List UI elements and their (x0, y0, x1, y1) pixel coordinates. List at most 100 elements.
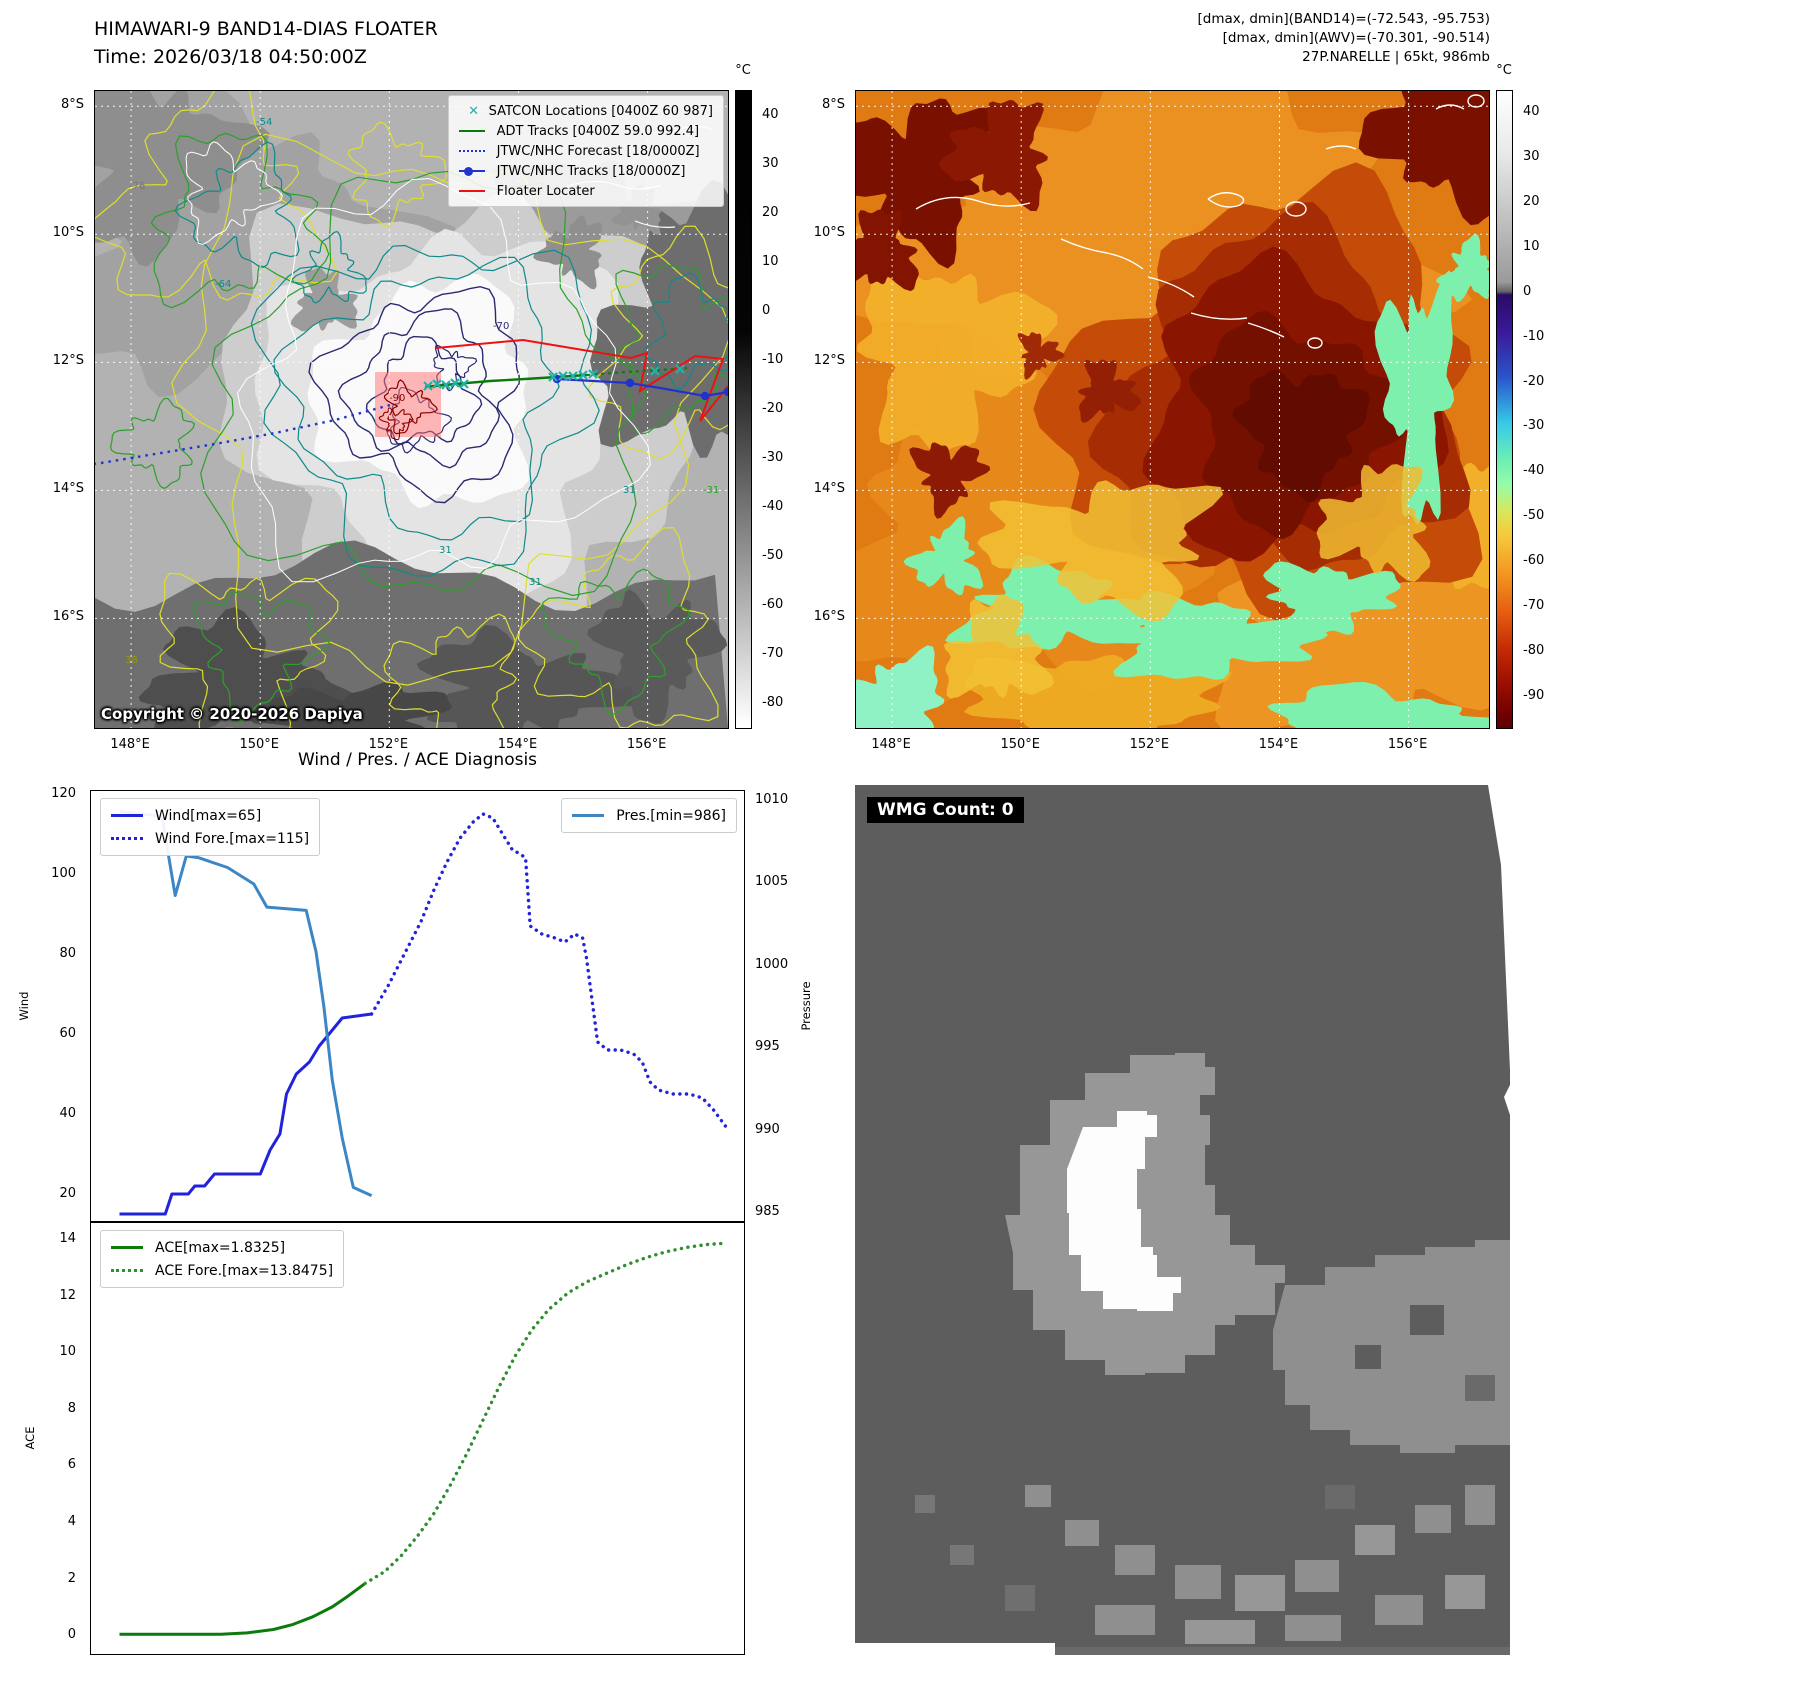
colorbar-tick-label: -90 (1523, 687, 1545, 703)
colorbar-tick-label: 20 (762, 204, 779, 220)
colorbar-tick-label: 10 (762, 253, 779, 269)
lon-tick-label: 152°E (1129, 737, 1170, 752)
y-tick-label: 100 (51, 866, 76, 881)
y-tick-label: 1000 (755, 956, 789, 972)
lon-tick-label: 150°E (239, 737, 279, 752)
y-tick-label: 990 (755, 1121, 780, 1137)
colorbar-tick-label: 10 (1523, 239, 1540, 254)
legend-swatch-line-icon (572, 814, 608, 817)
wind-pressure-chart: Wind[max=65] Wind Fore.[max=115] Pres.[mi… (90, 790, 745, 1222)
awv-colorbar-ticks: 40 30 20 10 0 -10 -20 -30 -40 -50 -60 -70 -80 -90 (1518, 90, 1560, 727)
legend-item: ACE Fore.[max=13.8475] (111, 1259, 333, 1282)
lat-tick-label: 12°S (52, 353, 84, 369)
band14-time: Time: 2026/03/18 04:50:00Z (94, 46, 367, 68)
colorbar-tick-label: 30 (1523, 149, 1540, 165)
svg-text:-54: -54 (256, 117, 272, 128)
wind-axis-label: Wind (17, 991, 31, 1021)
svg-text:31: 31 (623, 485, 636, 496)
svg-text:31: 31 (529, 577, 542, 588)
colorbar-tick-label: 0 (762, 302, 771, 318)
svg-text:-76: -76 (129, 181, 145, 192)
colorbar-tick-label: -30 (1523, 418, 1545, 434)
band14-lon-axis: 148°E 150°E 152°E 154°E 156°E (94, 733, 727, 755)
ace-axis-label: ACE (23, 1426, 37, 1450)
y-tick-label: 985 (755, 1204, 780, 1220)
svg-text:-64: -64 (215, 279, 231, 290)
colorbar-tick-label: 30 (762, 155, 779, 171)
lon-tick-label: 152°E (368, 737, 409, 752)
legend-label: Wind[max=65] (155, 807, 262, 824)
svg-text:-90: -90 (389, 393, 405, 404)
legend-swatch-line-icon (111, 1246, 147, 1249)
colorbar-tick-label: -40 (762, 498, 784, 514)
awv-header-line-2: [dmax, dmin](AWV)=(-70.301, -90.514) (1222, 30, 1490, 46)
y-tick-label: 14 (59, 1230, 76, 1246)
svg-text:38: 38 (125, 655, 138, 666)
colorbar-tick-label: -20 (762, 400, 784, 416)
y-tick-label: 4 (67, 1513, 76, 1529)
legend-item: Wind Fore.[max=115] (111, 827, 309, 850)
y-tick-label: 1010 (755, 791, 789, 807)
colorbar-tick-label: -10 (1523, 328, 1545, 344)
awv-lon-axis: 148°E 150°E 152°E 154°E 156°E (855, 733, 1488, 755)
colorbar-tick-label: -60 (762, 596, 784, 612)
legend-item: ACE[max=1.8325] (111, 1236, 333, 1259)
lon-tick-label: 148°E (110, 737, 150, 752)
colorbar-tick-label: -50 (762, 547, 784, 563)
y-tick-label: 40 (59, 1106, 76, 1121)
svg-text:31: 31 (439, 545, 452, 556)
colorbar-tick-label: -70 (762, 645, 784, 661)
legend-item: JTWC/NHC Forecast [18/0000Z] (458, 141, 713, 161)
band14-legend: ✕ SATCON Locations [0400Z 60 987] ADT Trac… (447, 95, 724, 207)
y-tick-label: 60 (59, 1026, 76, 1041)
colorbar-tick-label: -40 (1523, 463, 1545, 479)
colorbar-tick-label: -20 (1523, 373, 1545, 389)
lat-tick-label: 10°S (52, 225, 84, 241)
wind-legend: Wind[max=65] Wind Fore.[max=115] (100, 798, 321, 856)
svg-text:-31: -31 (703, 485, 719, 496)
colorbar-tick-label: 40 (1523, 104, 1540, 120)
legend-label: Wind Fore.[max=115] (155, 830, 310, 847)
ace-chart: ACE[max=1.8325] ACE Fore.[max=13.8475] (90, 1222, 745, 1655)
legend-label: Pres.[min=986] (616, 807, 726, 824)
y-tick-label: 8 (67, 1400, 76, 1416)
legend-label: JTWC/NHC Forecast [18/0000Z] (496, 143, 700, 159)
wind-pressure-plot-area (90, 790, 745, 1222)
lon-tick-label: 156°E (626, 737, 667, 752)
legend-swatch-line-icon (111, 814, 147, 817)
legend-label: SATCON Locations [0400Z 60 987] (488, 103, 713, 119)
colorbar-tick-label: -50 (1523, 508, 1545, 524)
awv-colorbar-unit: °C (1496, 63, 1512, 78)
legend-item: ADT Tracks [0400Z 59.0 992.4] (458, 121, 713, 141)
awv-header: [dmax, dmin](BAND14)=(-72.543, -95.753) … (990, 10, 1490, 67)
wmg-image (855, 785, 1510, 1655)
lon-tick-label: 156°E (1387, 737, 1428, 752)
ace-y-axis: 0 2 4 6 8 10 12 14 (42, 1222, 84, 1655)
lon-tick-label: 150°E (1000, 737, 1040, 752)
band14-colorbar-unit: °C (735, 63, 751, 78)
y-tick-label: 120 (51, 786, 76, 801)
band14-colorbar-ticks: 40 30 20 10 0 -10 -20 -30 -40 -50 -60 -70 -80 (757, 90, 799, 727)
y-tick-label: 2 (67, 1570, 76, 1586)
awv-lat-axis: 8°S 10°S 12°S 14°S 16°S (797, 90, 851, 727)
wmg-count-label: WMG Count: 0 (867, 797, 1024, 823)
y-tick-label: 1005 (755, 874, 789, 890)
lon-tick-label: 154°E (497, 737, 538, 752)
wind-y-axis: 20 40 60 80 100 120 (42, 786, 84, 1222)
band14-lat-axis: 8°S 10°S 12°S 14°S 16°S (36, 90, 90, 727)
lon-tick-label: 148°E (871, 737, 911, 752)
legend-item: JTWC/NHC Tracks [18/0000Z] (458, 161, 713, 181)
wmg-panel: WMG Count: 0 (855, 785, 1510, 1655)
y-tick-label: 20 (59, 1186, 76, 1201)
copyright-watermark: Copyright © 2020-2026 Dapiya (101, 705, 363, 723)
y-tick-label: 80 (59, 946, 76, 961)
y-tick-label: 0 (67, 1627, 76, 1643)
colorbar-tick-label: -10 (762, 351, 784, 367)
colorbar-tick-label: -80 (762, 694, 784, 710)
band14-map: -54 -76 -64 -70 -90 31 -31 31 31 38 ✕ SATCON Locat… (94, 90, 729, 729)
colorbar-tick-label: 40 (762, 106, 779, 122)
y-tick-label: 10 (59, 1344, 76, 1360)
legend-swatch-line-dot-icon (458, 166, 489, 176)
legend-swatch-dotted-icon (111, 1269, 147, 1272)
legend-label: JTWC/NHC Tracks [18/0000Z] (496, 163, 686, 179)
